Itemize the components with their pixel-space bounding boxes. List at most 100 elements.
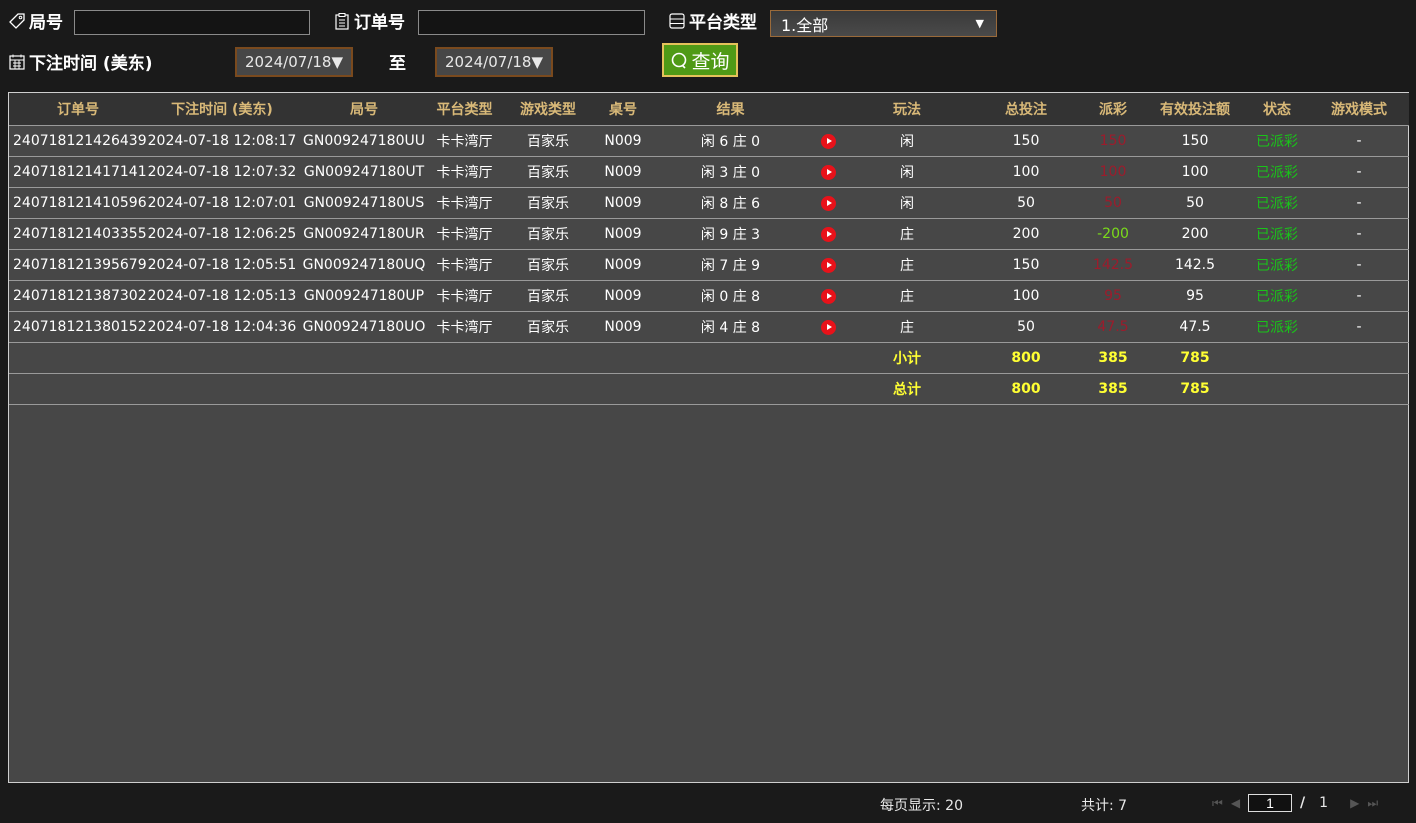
column-header[interactable]: 平台类型 [431,93,498,126]
cell-valid: 150 [1145,125,1245,157]
play-video-icon[interactable] [820,288,836,304]
cell-round: GN009247180UQ [297,249,431,281]
table-row[interactable]: 240718121410596 2024-07-18 12:07:01 GN0092… [9,187,1409,219]
platform-select[interactable]: 1.全部 ▼ [770,10,997,37]
time-label: 下注时间 (美东) [8,49,152,74]
table-row[interactable]: 240718121380152 2024-07-18 12:04:36 GN0092… [9,311,1409,343]
cell-order: 240718121403355 [9,218,147,250]
round-label: 局号 [8,8,63,33]
play-video-icon[interactable] [820,319,836,335]
cell-status: 已派彩 [1245,187,1309,219]
replay-cell [813,156,843,188]
table-row[interactable]: 240718121426439 2024-07-18 12:08:17 GN0092… [9,125,1409,157]
play-video-icon[interactable] [820,164,836,180]
cell-status: 已派彩 [1245,125,1309,157]
cell-platform: 卡卡湾厅 [431,218,498,250]
table-row[interactable]: 240718121387302 2024-07-18 12:05:13 GN0092… [9,280,1409,312]
date-from-picker[interactable]: 2024/07/18▼ [235,47,353,77]
per-page-text: 每页显示: 20 [880,798,963,814]
cell-play: 庄 [843,249,971,281]
column-header[interactable]: 桌号 [598,93,648,126]
cell-result: 闲 9 庄 3 [648,218,813,250]
order-input[interactable] [418,10,645,35]
cell-result: 闲 8 庄 6 [648,187,813,219]
cell-bet: 100 [971,156,1081,188]
search-icon [672,52,687,69]
cell-time: 2024-07-18 12:06:25 [147,218,297,250]
page-separator: / [1300,795,1306,811]
play-video-icon[interactable] [820,257,836,273]
cell-result: 闲 7 庄 9 [648,249,813,281]
play-video-icon[interactable] [820,195,836,211]
chevron-down-icon: ▼ [975,17,984,30]
to-label: 至 [389,54,406,74]
replay-cell [813,311,843,343]
cell-play: 闲 [843,156,971,188]
cell-round: GN009247180US [297,187,431,219]
query-button[interactable]: 查询 [662,43,738,77]
cell-table: N009 [598,156,648,188]
cell-payout: -200 [1081,218,1145,250]
column-header[interactable]: 局号 [297,93,431,126]
cell-table: N009 [598,187,648,219]
cell-table: N009 [598,249,648,281]
column-header[interactable]: 游戏模式 [1309,93,1409,126]
cell-play: 闲 [843,187,971,219]
replay-cell [813,249,843,281]
play-video-icon[interactable] [820,226,836,242]
cell-mode: - [1309,249,1409,281]
next-page-icon[interactable]: ▶ [1350,796,1360,810]
subtotal-bet: 800 [971,342,1081,374]
cell-time: 2024-07-18 12:05:51 [147,249,297,281]
cell-platform: 卡卡湾厅 [431,249,498,281]
prev-page-icon[interactable]: ◀ [1230,796,1241,810]
cell-status: 已派彩 [1245,249,1309,281]
cell-status: 已派彩 [1245,156,1309,188]
clipboard-icon [335,12,349,30]
empty-cell [1245,373,1409,405]
first-page-icon[interactable]: ⏮ [1212,795,1223,810]
cell-valid: 95 [1145,280,1245,312]
cell-payout: 100 [1081,156,1145,188]
cell-bet: 50 [971,187,1081,219]
table-row[interactable]: 240718121417141 2024-07-18 12:07:32 GN0092… [9,156,1409,188]
table-row[interactable]: 240718121403355 2024-07-18 12:06:25 GN0092… [9,218,1409,250]
cell-mode: - [1309,311,1409,343]
column-header[interactable]: 派彩 [1081,93,1145,126]
last-page-icon[interactable]: ⏭ [1367,795,1379,810]
date-to-picker[interactable]: 2024/07/18▼ [435,47,553,77]
cell-game: 百家乐 [498,280,598,312]
cell-payout: 95 [1081,280,1145,312]
subtotal-valid: 785 [1145,342,1245,374]
play-video-icon[interactable] [820,133,836,149]
cell-order: 240718121395679 [9,249,147,281]
page-input[interactable] [1248,794,1293,812]
table-row[interactable]: 240718121395679 2024-07-18 12:05:51 GN0092… [9,249,1409,281]
total-payout: 385 [1081,373,1145,405]
cell-valid: 50 [1145,187,1245,219]
cell-bet: 50 [971,311,1081,343]
cell-order: 240718121387302 [9,280,147,312]
platform-label: 平台类型 [668,8,757,33]
cell-platform: 卡卡湾厅 [431,311,498,343]
replay-cell [813,187,843,219]
cell-result: 闲 4 庄 8 [648,311,813,343]
cell-game: 百家乐 [498,156,598,188]
round-input[interactable] [74,10,310,35]
column-header[interactable] [813,93,843,126]
column-header[interactable]: 有效投注额 [1145,93,1245,126]
cell-payout: 142.5 [1081,249,1145,281]
replay-cell [813,218,843,250]
results-grid: 订单号 下注时间 (美东) 局号 平台类型 游戏类型 桌号 结果 玩法 总投注 派彩 有效投注额 状态… [8,92,1409,783]
column-header[interactable]: 玩法 [843,93,971,126]
cell-table: N009 [598,311,648,343]
cell-time: 2024-07-18 12:04:36 [147,311,297,343]
cell-payout: 50 [1081,187,1145,219]
cell-valid: 100 [1145,156,1245,188]
column-header[interactable]: 订单号 [9,93,147,126]
column-header[interactable]: 总投注 [971,93,1081,126]
column-header[interactable]: 游戏类型 [498,93,598,126]
column-header[interactable]: 下注时间 (美东) [147,93,297,126]
column-header[interactable]: 结果 [648,93,813,126]
column-header[interactable]: 状态 [1245,93,1309,126]
